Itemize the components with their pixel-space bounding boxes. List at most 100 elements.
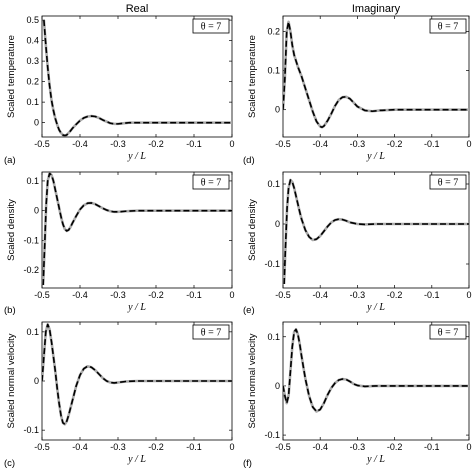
x-tick-label: 0 — [466, 290, 471, 300]
annotation-box — [192, 324, 230, 340]
panel-label: (e) — [243, 305, 255, 316]
panel-label: (b) — [4, 305, 16, 316]
x-tick-label: -0.2 — [148, 442, 164, 452]
panel-b: -0.5 -0.4 -0.3 -0.2 -0.1 0 -0.2 -0.1 0 0.1 Scaled … — [4, 171, 235, 316]
y-tick-label: 0.1 — [26, 327, 39, 337]
y-axis-label: Scaled temperature — [6, 35, 17, 118]
annotation-box — [192, 174, 230, 190]
column-title-imaginary: Imaginary — [352, 3, 401, 15]
x-tick-label: -0.1 — [424, 442, 440, 452]
series-line-dashed — [283, 328, 469, 413]
y-axis-label: Scaled normal velocity — [6, 333, 17, 428]
x-tick-label: -0.4 — [72, 442, 88, 452]
y-tick-label: 0.3 — [26, 56, 39, 66]
y-tick-label: 0.2 — [267, 27, 280, 37]
x-tick-label: 0 — [229, 139, 234, 149]
y-tick-label: -0.1 — [23, 425, 39, 435]
y-tick-label: 0.1 — [267, 66, 280, 76]
theta-annotation: θ = 7 — [201, 22, 221, 33]
series-line-dashed — [283, 179, 469, 285]
column-title-real: Real — [126, 3, 149, 15]
y-tick-label: 0.5 — [26, 15, 39, 25]
x-tick-label: -0.5 — [34, 139, 50, 149]
x-tick-label: -0.3 — [110, 139, 126, 149]
x-tick-label: -0.3 — [350, 442, 366, 452]
y-axis-label: Scaled temperature — [247, 35, 258, 118]
panel-label: (a) — [4, 155, 16, 166]
annotation-box — [429, 324, 467, 340]
series-line-dashed — [43, 20, 232, 137]
y-tick-label: 0 — [34, 118, 39, 128]
plot-frame — [41, 15, 233, 138]
y-tick-label: -0.1 — [264, 430, 280, 440]
x-tick-label: -0.2 — [148, 290, 164, 300]
x-axis-label: y / L — [127, 302, 146, 313]
x-tick-label: -0.1 — [186, 290, 202, 300]
y-tick-label: 0 — [275, 381, 280, 391]
annotation-box — [192, 18, 230, 34]
y-tick-label: 0.4 — [26, 36, 39, 46]
y-tick-label: 0.1 — [26, 97, 39, 107]
y-tick-label: -0.1 — [23, 235, 39, 245]
x-tick-label: -0.1 — [424, 139, 440, 149]
x-tick-label: -0.2 — [387, 139, 403, 149]
x-tick-label: -0.3 — [110, 290, 126, 300]
x-tick-label: -0.4 — [312, 442, 328, 452]
panel-label: (d) — [243, 155, 255, 166]
x-tick-label: -0.1 — [186, 139, 202, 149]
y-tick-label: -0.2 — [23, 265, 39, 275]
x-tick-label: -0.4 — [312, 139, 328, 149]
x-tick-label: -0.3 — [350, 290, 366, 300]
x-tick-label: -0.5 — [275, 442, 291, 452]
theta-annotation: θ = 7 — [201, 328, 221, 339]
panel-label: (f) — [243, 458, 252, 469]
x-tick-label: -0.3 — [350, 139, 366, 149]
theta-annotation: θ = 7 — [201, 178, 221, 189]
x-tick-label: 0 — [229, 442, 234, 452]
annotation-box — [429, 174, 467, 190]
x-tick-label: -0.5 — [275, 139, 291, 149]
plot-frame — [282, 15, 470, 138]
x-tick-label: -0.1 — [424, 290, 440, 300]
series-line-dashed — [42, 323, 232, 426]
panel-label: (c) — [4, 458, 15, 469]
y-tick-label: -0.1 — [264, 259, 280, 269]
x-tick-label: -0.2 — [387, 442, 403, 452]
x-tick-label: -0.3 — [110, 442, 126, 452]
panel-a: -0.5 -0.4 -0.3 -0.2 -0.1 0 0 0.1 0.2 0.3 0.4 0.5 Sca… — [4, 15, 235, 166]
y-tick-label: 0.2 — [26, 77, 39, 87]
plot-frame — [282, 321, 470, 441]
panel-e: -0.5 -0.4 -0.3 -0.2 -0.1 0 -0.1 0 0.1 Scaled dens… — [243, 171, 472, 316]
x-tick-label: -0.5 — [34, 442, 50, 452]
x-tick-label: 0 — [466, 139, 471, 149]
x-tick-label: -0.5 — [275, 290, 291, 300]
theta-annotation: θ = 7 — [438, 178, 458, 189]
y-axis-label: Scaled density — [247, 199, 258, 261]
x-tick-label: -0.4 — [72, 290, 88, 300]
x-tick-label: -0.2 — [387, 290, 403, 300]
x-tick-label: -0.1 — [186, 442, 202, 452]
x-tick-label: 0 — [229, 290, 234, 300]
plot-frame — [282, 171, 470, 289]
x-axis-label: y / L — [366, 302, 385, 313]
x-axis-label: y / L — [366, 454, 385, 465]
series-line-dashed — [42, 172, 232, 286]
y-tick-label: 0 — [34, 376, 39, 386]
annotation-box — [429, 18, 467, 34]
theta-annotation: θ = 7 — [438, 22, 458, 33]
y-tick-label: 0 — [275, 105, 280, 115]
y-axis-label: Scaled normal velocity — [247, 333, 258, 428]
y-tick-label: 0.1 — [26, 176, 39, 186]
x-tick-label: 0 — [466, 442, 471, 452]
series-line-dashed — [283, 21, 469, 129]
y-tick-label: 0.1 — [267, 332, 280, 342]
x-axis-label: y / L — [366, 151, 385, 162]
x-tick-label: -0.4 — [72, 139, 88, 149]
y-tick-label: 0 — [275, 219, 280, 229]
x-tick-label: -0.5 — [34, 290, 50, 300]
y-tick-label: 0 — [34, 206, 39, 216]
panel-f: -0.5 -0.4 -0.3 -0.2 -0.1 0 -0.1 0 0.1 Scaled norm… — [243, 321, 472, 469]
x-axis-label: y / L — [127, 454, 146, 465]
x-tick-label: -0.2 — [148, 139, 164, 149]
